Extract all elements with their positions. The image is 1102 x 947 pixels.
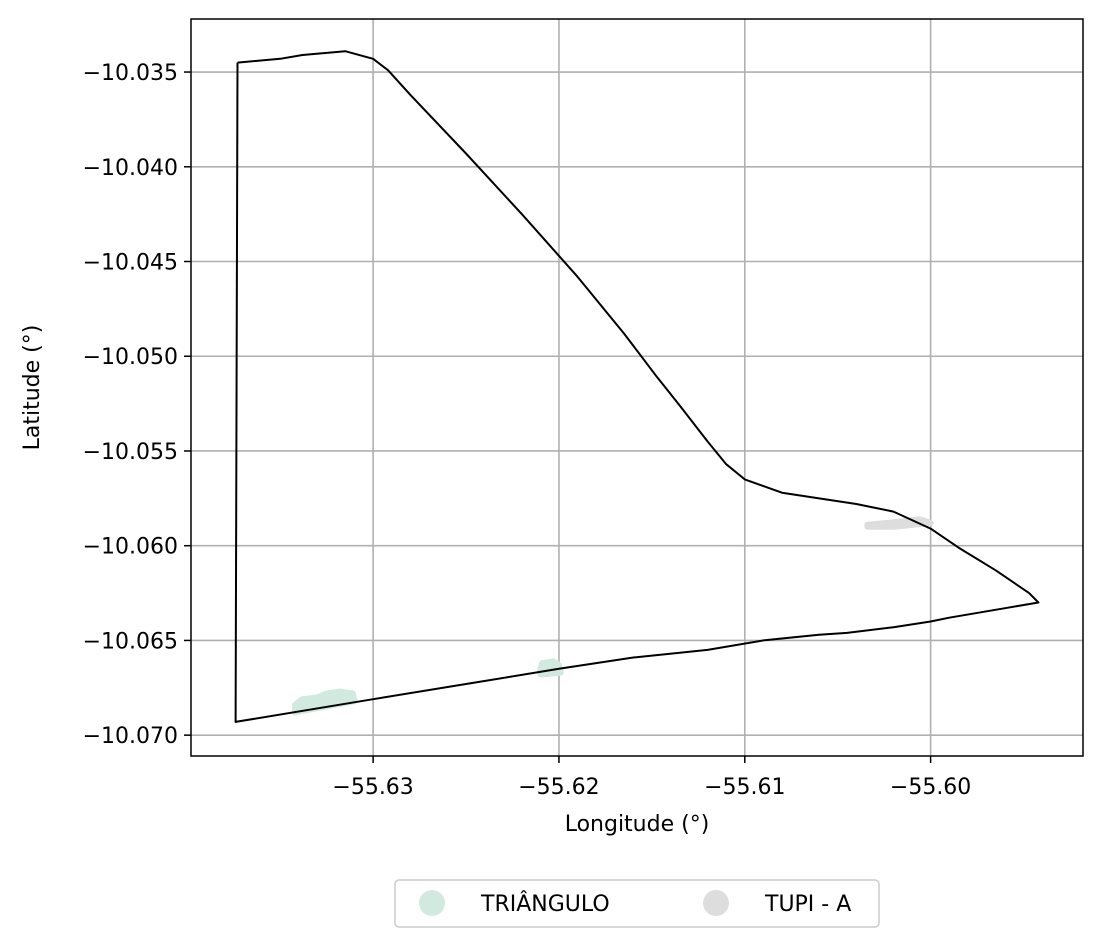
legend-box — [394, 879, 880, 928]
y-tick-label-7: −10.070 — [83, 724, 178, 749]
boundary-layer — [234, 50, 1040, 723]
legend-marker-triangulo — [419, 890, 445, 916]
area-1-polygon-0 — [864, 516, 934, 530]
x-tick-label-3: −55.60 — [890, 775, 971, 800]
area-0-polygon-1 — [537, 658, 564, 678]
y-axis-label: Latitude (°) — [20, 325, 45, 451]
plot-frame — [190, 18, 1084, 757]
axis-ticks: −55.63 −55.62 −55.61 −55.60 −10.035 −10.040 −1… — [83, 61, 972, 800]
area-polygons — [292, 516, 934, 716]
y-tick-label-3: −10.050 — [83, 345, 178, 370]
legend: TRIÂNGULO TUPI - A — [394, 879, 880, 928]
grid-lines — [191, 19, 1083, 756]
y-tick-label-5: −10.060 — [83, 535, 178, 560]
legend-label-triangulo: TRIÂNGULO — [480, 891, 610, 917]
y-tick-label-1: −10.040 — [83, 156, 178, 181]
field-boundary-line — [234, 50, 1040, 723]
x-axis-label: Longitude (°) — [565, 812, 710, 837]
x-tick-label-1: −55.62 — [518, 775, 599, 800]
y-tick-label-0: −10.035 — [83, 61, 178, 86]
x-tick-label-2: −55.61 — [704, 775, 785, 800]
x-tick-label-0: −55.63 — [332, 775, 413, 800]
y-tick-label-4: −10.055 — [83, 440, 178, 465]
y-tick-label-2: −10.045 — [83, 251, 178, 276]
legend-marker-tupi-a — [703, 890, 729, 916]
area-0-polygon-0 — [292, 688, 358, 716]
legend-label-tupi-a: TUPI - A — [764, 892, 851, 917]
y-tick-label-6: −10.065 — [83, 629, 178, 654]
